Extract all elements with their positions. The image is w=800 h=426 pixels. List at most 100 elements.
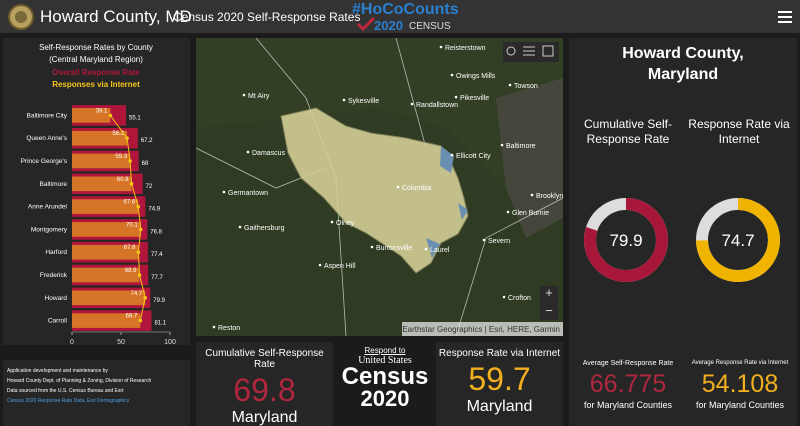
data-label: 56.2 xyxy=(112,131,124,137)
place-dot xyxy=(212,325,216,329)
point xyxy=(138,318,143,323)
stat-sublabel: Maryland xyxy=(466,398,533,415)
bar xyxy=(72,313,141,328)
y-tick-label: Harford xyxy=(45,249,67,256)
place-dot xyxy=(500,143,504,147)
menu-button[interactable] xyxy=(778,11,792,23)
place-label: Randallstown xyxy=(416,102,458,109)
data-label: 55.1 xyxy=(129,115,141,121)
place-label: Mt Airy xyxy=(248,93,270,100)
map-panel: + − Earthstar Geographics | Esri, HERE, … xyxy=(196,38,563,336)
data-label: 60.8 xyxy=(117,177,129,183)
app-subtitle: Census 2020 Self-Response Rates xyxy=(173,10,361,24)
gauge-arc xyxy=(696,198,780,282)
point xyxy=(128,159,132,163)
y-tick-label: Carroll xyxy=(48,318,68,325)
place-label: Columbia xyxy=(402,185,432,192)
x-tick-label: 50 xyxy=(117,339,125,345)
bar xyxy=(72,176,132,192)
place-label: Aspen Hill xyxy=(324,263,356,270)
state-stat-panel: Cumulative Self-Response Rate 69.8 Maryl… xyxy=(196,342,333,426)
place-dot xyxy=(450,153,454,157)
gauge-label: Cumulative Self-Response Rate xyxy=(583,117,673,146)
logo-year: 2020 xyxy=(374,18,403,33)
data-label: 74.7 xyxy=(131,291,143,297)
place-label: Glen Burnie xyxy=(512,210,549,217)
place-dot xyxy=(370,245,374,249)
legend-entry: Overall Response Rate xyxy=(52,68,140,77)
data-label: 59.3 xyxy=(115,154,127,160)
y-tick-label: Prince George's xyxy=(21,158,68,165)
y-tick-label: Anne Arundel xyxy=(28,204,68,211)
y-tick-label: Montgomery xyxy=(31,226,68,233)
place-dot xyxy=(396,185,400,189)
zoom-control[interactable] xyxy=(540,286,558,320)
logo-census: CENSUS xyxy=(409,21,451,32)
logo-hashtag: #HoCoCounts xyxy=(352,1,459,18)
gauge-label: Response Rate via Internet xyxy=(688,117,790,146)
y-tick-label: Frederick xyxy=(40,272,68,279)
point xyxy=(125,136,129,140)
avg-label: Average Response Rate via Internet xyxy=(691,360,789,366)
place-dot xyxy=(222,190,226,194)
data-label: 70.1 xyxy=(126,222,138,228)
place-dot xyxy=(410,102,414,106)
data-label: 68.9 xyxy=(125,268,137,274)
data-label: 79.9 xyxy=(153,298,165,304)
data-label: 69.7 xyxy=(126,314,138,320)
data-label: 81.1 xyxy=(154,321,166,327)
x-tick-label: 100 xyxy=(164,339,176,345)
point xyxy=(143,296,148,300)
place-dot xyxy=(502,295,506,299)
zoom-in[interactable]: + xyxy=(545,285,553,300)
zoom-out[interactable]: − xyxy=(545,303,553,318)
point xyxy=(136,204,141,209)
place-label: Reisterstown xyxy=(445,45,486,52)
line xyxy=(109,115,146,321)
data-label: 67.8 xyxy=(124,245,136,251)
gauge-value: 74.7 xyxy=(721,231,754,250)
map-toolbar xyxy=(503,42,559,62)
bar xyxy=(72,290,146,306)
place-dot xyxy=(508,83,512,87)
avg-sublabel: for Maryland Counties xyxy=(695,400,785,410)
note-link[interactable]: Census 2020 Response Rate Data, Esri Dem… xyxy=(7,398,130,404)
logo-text: Census xyxy=(341,363,429,390)
map-attribution: Earthstar Geographics | Esri, HERE, Garm… xyxy=(402,325,560,334)
bar xyxy=(72,108,111,123)
notes-panel: Application development and maintenance … xyxy=(3,360,190,426)
county-panel: Howard County, Maryland Cumulative Self-… xyxy=(569,38,797,345)
avg-value: 54.108 xyxy=(701,370,779,398)
legend-entry: Responses via Internet xyxy=(52,80,140,89)
y-tick-label: Howard xyxy=(45,295,68,302)
place-label: Crofton xyxy=(508,295,531,302)
gauge-arc xyxy=(584,198,668,282)
data-label: 67.2 xyxy=(141,138,153,144)
data-label: 67.6 xyxy=(124,200,136,206)
y-tick-label: Baltimore City xyxy=(27,112,68,119)
data-label: 77.7 xyxy=(151,275,163,281)
census-logo: Respond to United States Census 2020 xyxy=(340,342,430,426)
bar xyxy=(72,130,128,146)
chart: Self-Response Rates by County (Central Ma… xyxy=(21,43,176,345)
bar xyxy=(72,153,131,169)
data-label: 72 xyxy=(146,184,153,190)
bar xyxy=(72,199,139,214)
x-tick-label: 0 xyxy=(70,339,74,345)
place-dot xyxy=(246,150,250,154)
app-title: Howard County, MD xyxy=(40,7,192,26)
point xyxy=(137,273,142,277)
averages-panel: Average Self-Response Rate 66.775 for Ma… xyxy=(569,342,797,426)
note: Application development and maintenance … xyxy=(7,368,108,374)
place-dot xyxy=(450,73,454,77)
y-tick-label: Queen Anne's xyxy=(26,135,67,142)
place-label: Gaithersburg xyxy=(244,225,285,232)
note: Howard County Dept. of Planning & Zoning… xyxy=(7,378,152,384)
place-dot xyxy=(506,210,510,214)
avg-value: 66.775 xyxy=(589,370,667,398)
place-label: Pikesville xyxy=(460,95,489,102)
chart-title: Self-Response Rates by County xyxy=(39,43,153,52)
data-label: 74.9 xyxy=(148,207,160,213)
stat-value: 69.8 xyxy=(233,372,296,408)
